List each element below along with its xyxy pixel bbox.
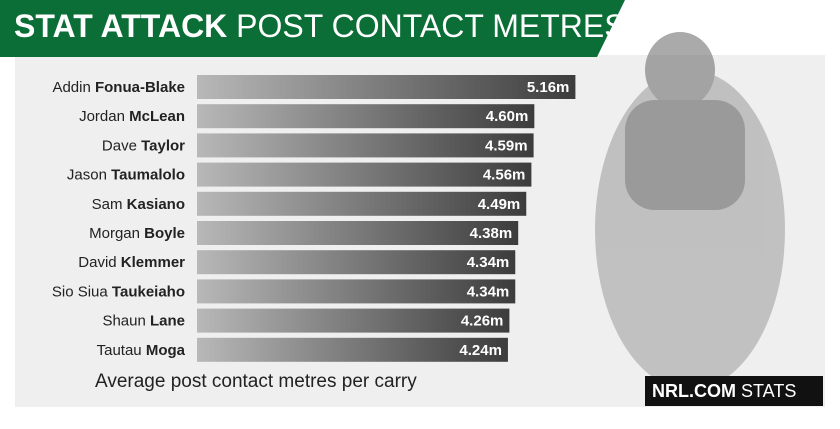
bar [197, 162, 532, 187]
value-label: 4.26m [461, 313, 504, 330]
bar [197, 133, 534, 158]
value-label: 4.60m [486, 108, 529, 125]
category-label: Tautau Moga [97, 342, 186, 359]
axis-label: Average post contact metres per carry [95, 371, 417, 392]
value-label: 4.59m [485, 137, 528, 154]
value-label: 4.34m [467, 254, 510, 271]
category-label: Dave Taylor [102, 137, 185, 154]
value-label: 4.34m [467, 283, 510, 300]
category-label: David Klemmer [78, 254, 185, 271]
category-label: Shaun Lane [102, 313, 185, 330]
value-label: 4.24m [459, 342, 502, 359]
bar [197, 250, 516, 275]
bar [197, 308, 510, 333]
category-label: Jason Taumalolo [67, 167, 185, 184]
category-label: Addin Fonua-Blake [52, 79, 185, 96]
category-label: Sam Kasiano [92, 196, 185, 213]
bar [197, 191, 527, 216]
category-label: Jordan McLean [79, 108, 185, 125]
player-photo [595, 32, 785, 390]
bar [197, 279, 516, 304]
value-label: 4.56m [483, 167, 526, 184]
chart-title: STAT ATTACK POST CONTACT METRES [14, 8, 626, 44]
category-label: Morgan Boyle [89, 225, 185, 242]
bar [197, 104, 535, 129]
bar [197, 337, 508, 362]
brand-box [645, 376, 823, 406]
value-label: 4.38m [470, 225, 513, 242]
title-banner [0, 0, 625, 57]
value-label: 5.16m [527, 79, 570, 96]
value-label: 4.49m [478, 196, 521, 213]
bar [197, 75, 576, 99]
bar [197, 221, 519, 245]
brand: NRL.COM STATS [652, 381, 796, 401]
category-label: Sio Siua Taukeiaho [52, 283, 185, 300]
